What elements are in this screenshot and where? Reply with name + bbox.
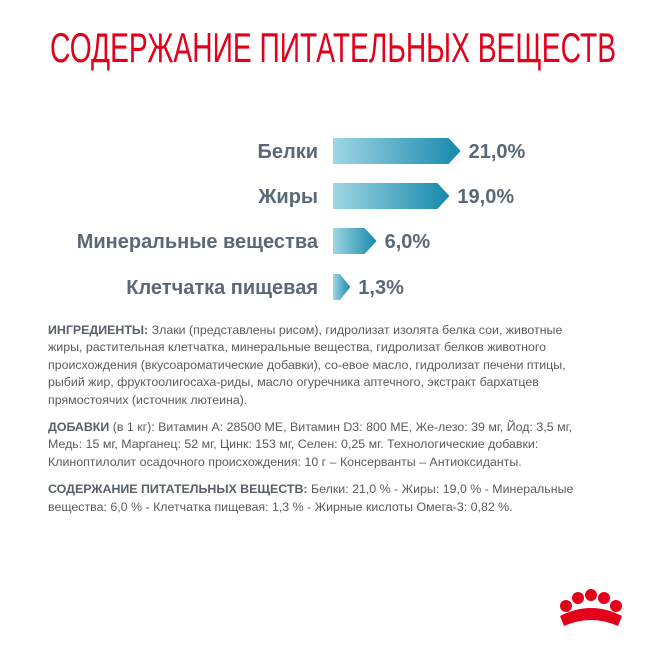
category-label: Минеральные вещества — [77, 231, 319, 253]
category-label: Жиры — [257, 186, 318, 208]
bar — [333, 138, 461, 164]
value-label: 6,0% — [385, 231, 431, 253]
value-label: 1,3% — [358, 277, 404, 299]
paragraph: СОДЕРЖАНИЕ ПИТАТЕЛЬНЫХ ВЕЩЕСТВ: Белки: 2… — [48, 481, 596, 516]
value-label: 19,0% — [457, 186, 514, 208]
paragraph-label: ДОБАВКИ — [48, 420, 110, 435]
paragraph-label: СОДЕРЖАНИЕ ПИТАТЕЛЬНЫХ ВЕЩЕСТВ: — [48, 482, 308, 497]
category-label: Клетчатка пищевая — [126, 277, 318, 299]
bar — [333, 228, 377, 254]
category-label: Белки — [257, 141, 318, 163]
chart-title: СОДЕРЖАНИЕ ПИТАТЕЛЬНЫХ ВЕЩЕСТВ — [50, 24, 616, 71]
paragraph: ДОБАВКИ (в 1 кг): Витамин А: 28500 МЕ, В… — [48, 419, 596, 471]
logo — [560, 589, 622, 626]
paragraph-text: (в 1 кг): Витамин А: 28500 МЕ, Витамин D… — [48, 420, 573, 469]
paragraph-text: Злаки (представлены рисом), гидролизат и… — [48, 323, 566, 407]
ingredients: ИНГРЕДИЕНТЫ: Злаки (представлены рисом),… — [48, 322, 596, 526]
paragraph-text: Белки: 21,0 % - Жиры: 19,0 % - Минеральн… — [48, 482, 574, 514]
paragraph-label: ИНГРЕДИЕНТЫ: — [48, 323, 149, 337]
value-label: 21,0% — [469, 141, 526, 163]
bar — [333, 274, 351, 300]
paragraph: ИНГРЕДИЕНТЫ: Злаки (представлены рисом),… — [48, 322, 596, 409]
bar — [333, 183, 450, 209]
